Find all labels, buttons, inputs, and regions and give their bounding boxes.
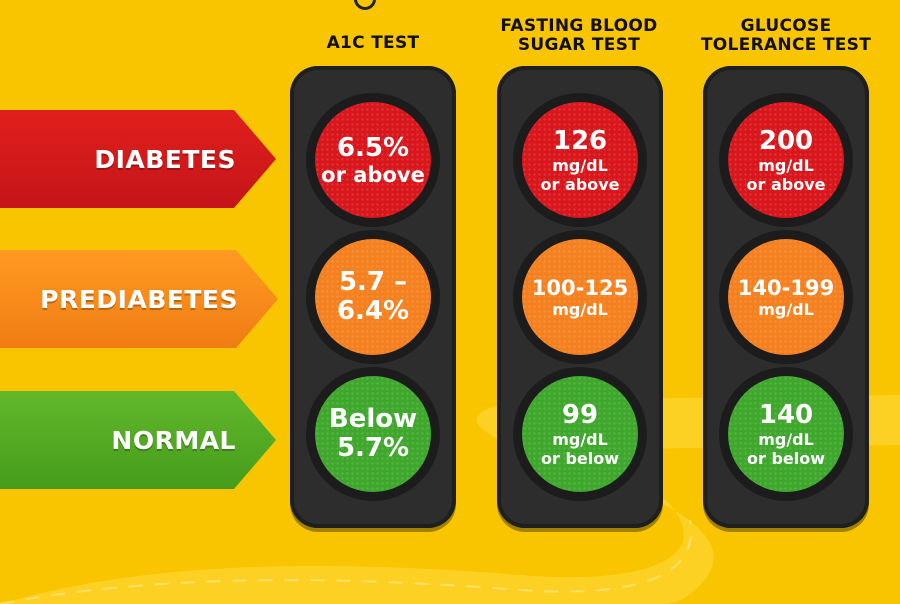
unit: mg/dL	[758, 299, 814, 319]
qualifier: or below	[746, 448, 825, 468]
light-well: 100-125 mg/dL	[513, 230, 647, 364]
unit: mg/dL	[758, 429, 814, 449]
light-well: 99 mg/dL or below	[513, 367, 647, 501]
value: 126	[552, 125, 608, 156]
value: 140	[758, 399, 814, 430]
qualifier: or below	[540, 448, 619, 468]
value: 99	[561, 399, 599, 430]
light-fasting-normal: 99 mg/dL or below	[522, 376, 638, 492]
header-a1c-line1: A1C TEST	[326, 33, 420, 53]
value: 5.7%	[336, 433, 410, 463]
header-fasting-line2: SUGAR TEST	[517, 35, 641, 55]
light-a1c-normal: Below 5.7%	[315, 376, 431, 492]
light-well: 140 mg/dL or below	[719, 367, 853, 501]
value: 5.7 –	[338, 267, 408, 297]
arrow-prediabetes: PREDIABETES	[0, 250, 278, 348]
light-well: 140-199 mg/dL	[719, 230, 853, 364]
light-a1c-diabetes: 6.5% or above	[315, 102, 431, 218]
header-glucose-line2: TOLERANCE TEST	[700, 35, 872, 55]
value: 6.5%	[336, 132, 410, 163]
qualifier: or above	[321, 162, 425, 187]
light-glucose-diabetes: 200 mg/dL or above	[728, 102, 844, 218]
light-well: Below 5.7%	[306, 367, 440, 501]
label-normal: NORMAL	[111, 425, 236, 455]
light-glucose-prediabetes: 140-199 mg/dL	[728, 239, 844, 355]
header-glucose: GLUCOSE TOLERANCE TEST	[695, 17, 877, 55]
traffic-light-fasting: 126 mg/dL or above 100-125 mg/dL 99 mg/d…	[497, 66, 663, 528]
light-well: 126 mg/dL or above	[513, 93, 647, 227]
qualifier: or above	[540, 174, 620, 194]
value: 100-125	[531, 275, 629, 300]
value-line2: 6.4%	[336, 296, 410, 326]
light-well: 6.5% or above	[306, 93, 440, 227]
light-well: 200 mg/dL or above	[719, 93, 853, 227]
header-fasting-line1: FASTING BLOOD	[500, 16, 658, 36]
light-fasting-prediabetes: 100-125 mg/dL	[522, 239, 638, 355]
arrow-normal: NORMAL	[0, 391, 276, 489]
qualifier: or above	[746, 174, 826, 194]
traffic-light-a1c: 6.5% or above 5.7 – 6.4% Below 5.7%	[290, 66, 456, 528]
traffic-light-glucose: 200 mg/dL or above 140-199 mg/dL 140 mg/…	[703, 66, 869, 528]
unit: mg/dL	[552, 299, 608, 319]
label-prediabetes: PREDIABETES	[40, 284, 238, 314]
light-a1c-prediabetes: 5.7 – 6.4%	[315, 239, 431, 355]
arrow-diabetes: DIABETES	[0, 110, 276, 208]
unit: mg/dL	[552, 429, 608, 449]
qualifier: Below	[328, 404, 418, 434]
header-glucose-line1: GLUCOSE	[740, 16, 832, 36]
unit: mg/dL	[552, 155, 608, 175]
light-glucose-normal: 140 mg/dL or below	[728, 376, 844, 492]
label-diabetes: DIABETES	[94, 144, 236, 174]
header-fasting: FASTING BLOOD SUGAR TEST	[488, 17, 670, 55]
value: 200	[758, 125, 814, 156]
value: 140-199	[737, 275, 835, 300]
header-a1c: A1C TEST	[290, 34, 456, 53]
light-well: 5.7 – 6.4%	[306, 230, 440, 364]
unit: mg/dL	[758, 155, 814, 175]
light-fasting-diabetes: 126 mg/dL or above	[522, 102, 638, 218]
